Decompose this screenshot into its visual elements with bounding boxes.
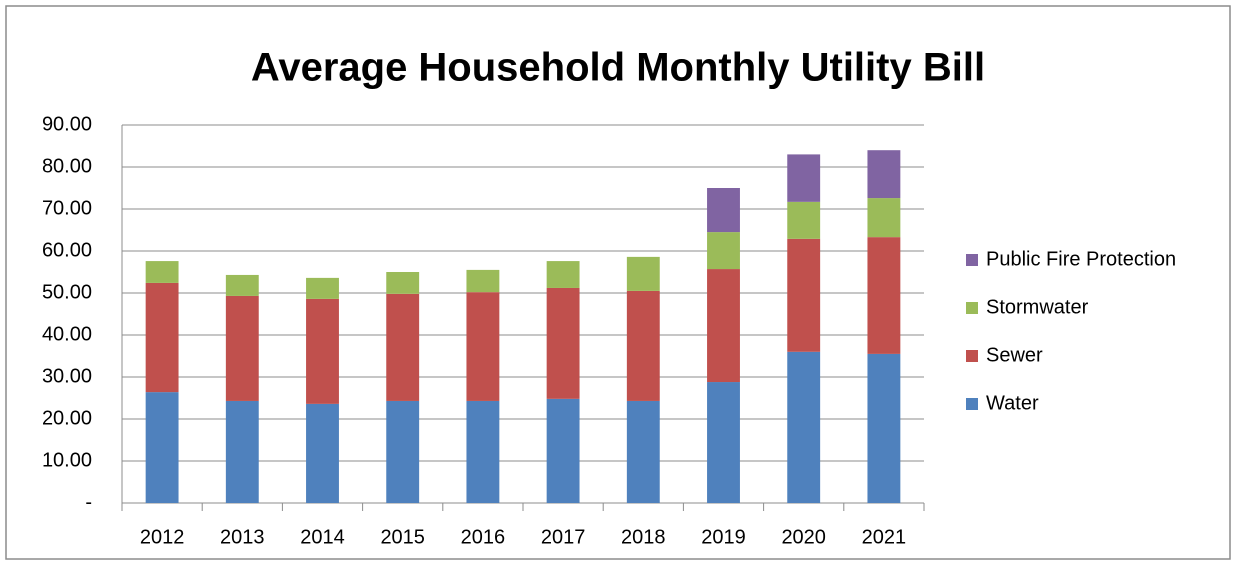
bar-segment (466, 269, 500, 293)
bar-segment (225, 295, 259, 401)
y-tick-label: 60.00 (42, 239, 92, 261)
legend-marker (966, 254, 978, 266)
bar-segment (867, 353, 901, 503)
bar-segment (707, 382, 740, 503)
bar-segment (306, 403, 339, 503)
x-tick-label: 2012 (140, 526, 185, 548)
legend-label: Water (986, 392, 1039, 414)
legend-label: Stormwater (986, 296, 1089, 318)
x-tick-label: 2020 (781, 526, 826, 548)
x-tick-label: 2014 (300, 526, 345, 548)
bar-segment (466, 400, 500, 503)
chart-border (5, 5, 1231, 560)
bar-segment (787, 238, 821, 352)
bar-segment (867, 150, 901, 199)
x-tick-label: 2013 (220, 526, 265, 548)
bar-segment (626, 400, 660, 503)
y-tick-label: 50.00 (42, 281, 92, 303)
bar-segment (145, 392, 179, 503)
x-tick-label: 2016 (461, 526, 506, 548)
bar-segment (306, 277, 339, 299)
y-tick-label: 90.00 (42, 113, 92, 135)
bar-segment (546, 287, 580, 399)
x-tick-label: 2017 (541, 526, 586, 548)
bar-segment (787, 154, 821, 202)
x-tick-label: 2021 (862, 526, 907, 548)
bar-segment (306, 298, 339, 404)
bar-segment (145, 261, 179, 283)
bar-segment (867, 237, 901, 354)
bar-segment (225, 274, 259, 296)
bar-segment (867, 198, 901, 238)
y-tick-label: 70.00 (42, 197, 92, 219)
bar-segment (707, 188, 740, 233)
bar-segment (707, 232, 740, 270)
bar-segment (787, 351, 821, 503)
y-tick-label: - (85, 491, 92, 513)
y-tick-label: 40.00 (42, 323, 92, 345)
x-tick-label: 2019 (701, 526, 746, 548)
bar-segment (787, 201, 821, 239)
legend-label: Sewer (986, 344, 1043, 366)
bar-segment (386, 293, 420, 401)
legend-marker (966, 302, 978, 314)
bar-segment (546, 398, 580, 503)
bar-segment (225, 400, 259, 503)
y-tick-label: 20.00 (42, 407, 92, 429)
bar-segment (466, 292, 500, 401)
bar-segment (145, 282, 179, 393)
legend-marker (966, 350, 978, 362)
y-tick-label: 30.00 (42, 365, 92, 387)
y-tick-label: 10.00 (42, 449, 92, 471)
bar-segment (386, 272, 420, 294)
chart-title: Average Household Monthly Utility Bill (251, 46, 985, 90)
bar-segment (546, 261, 580, 288)
bar-segment (626, 290, 660, 401)
bar-segment (707, 269, 740, 383)
bar-segment (626, 256, 660, 291)
legend-marker (966, 398, 978, 410)
legend-label: Public Fire Protection (986, 248, 1176, 270)
bar-segment (386, 400, 420, 503)
y-tick-label: 80.00 (42, 155, 92, 177)
x-tick-label: 2015 (380, 526, 425, 548)
x-tick-label: 2018 (621, 526, 666, 548)
